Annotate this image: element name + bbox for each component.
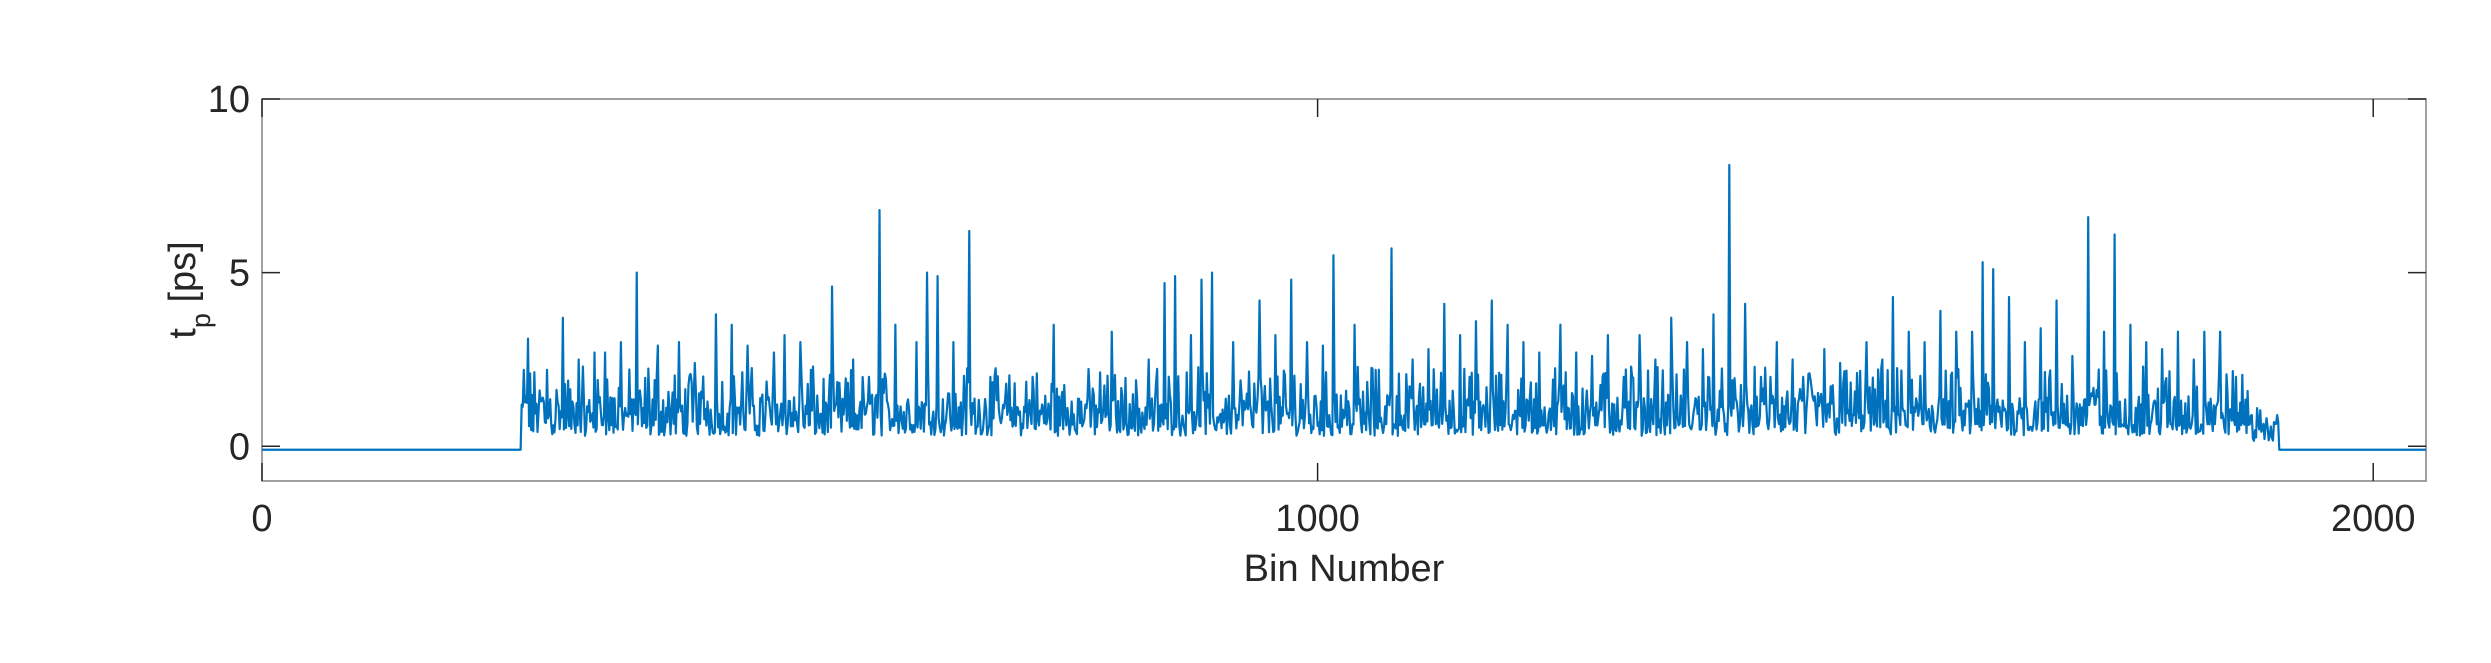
y-tick-label: 10 [208,79,250,121]
y-tick-label: 5 [229,253,250,295]
series-line [261,163,2427,451]
y-axis-label: tp [ps] [162,241,216,338]
y-axis-label-main: t [162,328,204,339]
x-tick-label: 0 [251,498,272,540]
series-path [261,163,2427,451]
axis-tick-labels: 0 1000 2000 0 5 10 [208,79,2416,540]
x-tick-label: 2000 [2331,498,2416,540]
y-axis-label-subscript: p [186,313,216,328]
y-tick-label: 0 [229,426,250,468]
x-axis-label: Bin Number [1244,548,1445,590]
x-tick-label: 1000 [1275,498,1360,540]
y-axis-label-unit: [ps] [162,241,204,313]
axis-ticks [261,98,2426,481]
